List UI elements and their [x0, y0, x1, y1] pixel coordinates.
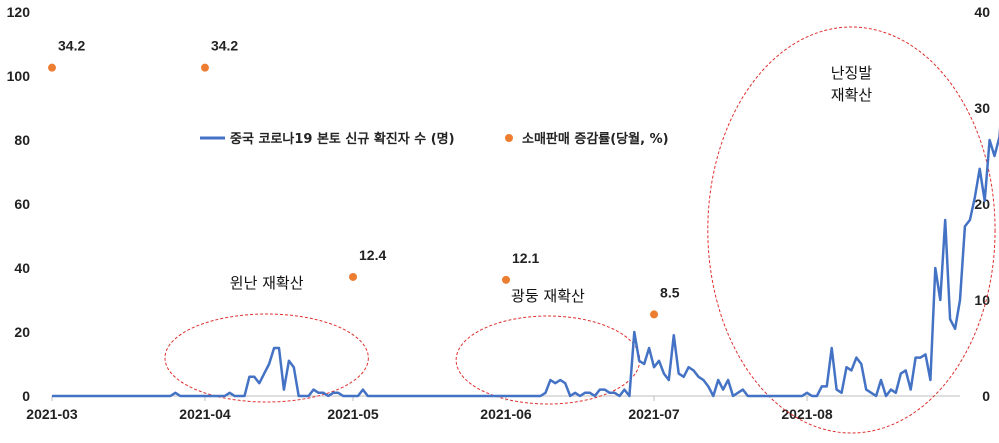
confirmed-cases-line [52, 126, 999, 398]
outbreak-ellipse [707, 26, 996, 434]
legend: 중국 코로나19 본토 신규 확진자 수 (명) 소매판매 증감률(당월, %) [200, 131, 669, 147]
outbreak-ellipse [164, 313, 369, 403]
retail-sales-point [200, 63, 209, 72]
retail-sales-data-label: 12.1 [512, 250, 539, 266]
retail-sales-data-label: 8.5 [660, 284, 680, 300]
retail-sales-point [48, 63, 56, 72]
outbreak-label: 광둥 재확산 [511, 287, 585, 305]
y-right-tick-label: 20 [974, 196, 990, 212]
y-left-tick-label: 40 [14, 260, 30, 276]
y-left-tick-label: 120 [7, 4, 31, 20]
x-tick-label: 2021-07 [628, 406, 680, 422]
retail-sales-point [502, 275, 510, 284]
y-right-tick-label: 0 [982, 388, 990, 404]
y-left-tick-label: 80 [14, 132, 30, 148]
y-left-tick-label: 0 [22, 388, 30, 404]
y-right-tick-label: 30 [974, 100, 990, 116]
retail-sales-data-label: 34.2 [211, 38, 238, 54]
outbreak-ellipse [455, 315, 641, 405]
x-axis-ticks: 2021-03 2021-04 2021-05 2021-06 2021-07 2021-… [26, 396, 833, 422]
y-right-tick-label: 10 [974, 292, 990, 308]
x-tick-label: 2021-04 [179, 406, 231, 422]
y-left-tick-label: 20 [14, 324, 30, 340]
x-tick-label: 2021-06 [480, 406, 532, 422]
legend-dot-swatch [505, 134, 513, 142]
left-axis-ticks: 0 20 40 60 80 100 120 [7, 4, 31, 404]
legend-line-label: 중국 코로나19 본토 신규 확진자 수 (명) [230, 131, 455, 147]
x-tick-label: 2021-05 [327, 406, 379, 422]
retail-sales-data-label: 34.2 [58, 38, 85, 54]
retail-sales-point [650, 310, 659, 319]
x-tick-label: 2021-03 [26, 406, 78, 422]
x-tick-label: 2021-08 [781, 406, 833, 422]
y-right-tick-label: 40 [974, 4, 990, 20]
y-left-tick-label: 60 [14, 196, 30, 212]
outbreak-label: 난징발 재확산 [831, 64, 873, 104]
retail-sales-point [349, 272, 358, 281]
outbreak-label: 윈난 재확산 [230, 274, 304, 292]
retail-sales-data-label: 12.4 [359, 247, 386, 263]
line-series [52, 126, 999, 398]
scatter-series: 34.2 34.2 12.4 12.1 8.5 [48, 38, 680, 319]
y-left-tick-label: 100 [7, 68, 31, 84]
right-axis-ticks: 0 10 20 30 40 [974, 4, 990, 404]
legend-dot-label: 소매판매 증감률(당월, %) [522, 131, 669, 147]
